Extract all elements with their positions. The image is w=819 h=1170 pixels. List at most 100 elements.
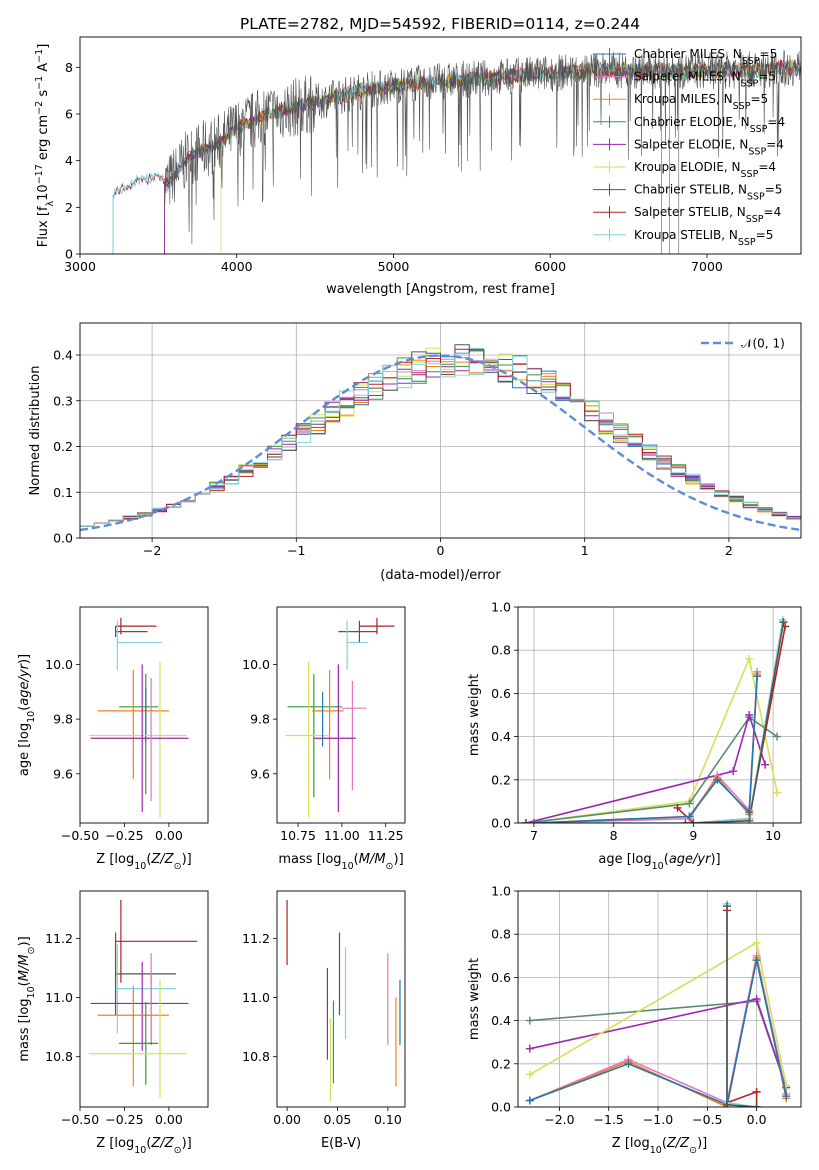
plot-area <box>112 50 801 254</box>
y-axis-label: age [log10(age/yr)] <box>17 654 37 776</box>
series-line <box>525 656 778 823</box>
data-spectrum-line <box>164 50 801 245</box>
legend-label: Salpeter ELODIE, NSSP=4 <box>634 137 784 157</box>
series-marker <box>521 819 530 823</box>
error-point-salpeter_elodie <box>313 664 356 813</box>
x-tick-label: 3000 <box>64 259 96 274</box>
age-vs-mass-panel: 10.75 11.00 11.25 9.6 9.8 10.0 mass [log10(M/M… <box>242 606 406 872</box>
error-point-kroupa_stelib <box>116 944 176 1034</box>
series-marker <box>752 1087 761 1096</box>
x-tick-label: −1 <box>287 543 305 558</box>
y-tick-label: 11.2 <box>45 931 73 946</box>
series-ch_elodie_line <box>521 713 782 823</box>
x-tick-label: 0.00 <box>155 828 183 843</box>
x-tick-label: 10 <box>765 828 781 843</box>
normal-legend-label: 𝒩(0, 1) <box>741 337 785 351</box>
series-marker <box>729 767 738 776</box>
x-tick-label: 7000 <box>691 259 723 274</box>
series-marker <box>713 775 722 784</box>
y-tick-label: 0.2 <box>491 1056 511 1071</box>
plot-area <box>88 617 189 818</box>
x-tick-label: 10.75 <box>280 828 316 843</box>
series-marker <box>723 902 732 911</box>
series-chabrier_miles <box>529 672 762 823</box>
plot-area <box>285 617 395 818</box>
error-point-chabrier_elodie <box>119 673 159 795</box>
x-tick-label: −0.25 <box>105 1112 143 1127</box>
series-marker <box>752 938 761 947</box>
x-tick-label: 0.05 <box>324 1112 352 1127</box>
series-marker <box>525 1016 534 1025</box>
plot-area <box>88 899 198 1099</box>
series-line <box>533 673 758 823</box>
y-tick-label: 1.0 <box>491 884 511 899</box>
legend-label: Kroupa STELIB, NSSP=5 <box>634 228 773 248</box>
y-axis-label: mass weight <box>467 958 482 1040</box>
y-tick-label: 10.8 <box>45 1049 73 1064</box>
y-axis-label: mass weight <box>467 674 482 756</box>
axes-frame <box>517 606 802 824</box>
axes-frame <box>276 606 406 824</box>
x-tick-label: 7 <box>530 828 538 843</box>
series-line <box>533 671 758 823</box>
error-point-chabrier_stelib <box>114 932 176 1016</box>
y-tick-label: 0.0 <box>491 1100 511 1115</box>
y-tick-label: 0.2 <box>491 772 511 787</box>
x-axis-label: (data-model)/error <box>380 568 501 583</box>
series-line <box>533 676 758 823</box>
x-tick-label: 0.0 <box>747 1112 767 1127</box>
x-tick-label: 8 <box>610 828 618 843</box>
y-tick-label: 0.2 <box>53 439 73 454</box>
x-tick-label: −2.0 <box>544 1112 574 1127</box>
x-axis-label: E(B-V) <box>321 1136 361 1151</box>
y-tick-label: 9.6 <box>250 766 270 781</box>
x-axis-label: age [log10(age/yr)] <box>598 852 720 872</box>
series-marker <box>745 711 754 719</box>
plot-area <box>286 899 401 1102</box>
x-tick-label: −0.50 <box>61 1112 99 1127</box>
legend-label: Salpeter MILES, NSSP=5 <box>634 70 776 90</box>
series-chabrier_stelib <box>723 902 761 1107</box>
error-point-kroupa_elodie <box>88 661 187 818</box>
error-point-kroupa_stelib <box>346 620 369 670</box>
legend-label: Salpeter STELIB, NSSP=4 <box>634 205 781 225</box>
y-tick-label: 0.8 <box>491 927 511 942</box>
x-axis-label: mass [log10(M/M⊙)] <box>278 852 403 872</box>
x-tick-label: 11.25 <box>368 828 404 843</box>
y-tick-label: 10.8 <box>242 1049 270 1064</box>
series-salpeter_stelib <box>723 906 761 1107</box>
x-tick-label: 6000 <box>534 259 566 274</box>
series-salpeter_elodie <box>521 711 770 823</box>
y-tick-label: 0.4 <box>53 348 73 363</box>
histogram-kroupa_stelib <box>80 353 801 527</box>
series-marker <box>525 1070 534 1079</box>
normal-curve-line <box>80 354 801 532</box>
error-point-kroupa_miles <box>97 985 169 1087</box>
y-tick-label: 4 <box>65 153 73 168</box>
series-marker <box>723 1100 732 1107</box>
y-tick-label: 1.0 <box>491 600 511 615</box>
series-marker <box>773 788 782 797</box>
series-marker <box>624 1059 633 1068</box>
y-tick-label: 9.6 <box>53 766 73 781</box>
y-tick-label: 11.2 <box>242 931 270 946</box>
series-marker <box>685 812 694 821</box>
spectrum-panel: 3000 4000 5000 6000 7000 0 2 4 6 8 Chabrier MILES,… <box>34 36 802 297</box>
series-marker <box>529 819 538 823</box>
y-tick-label: 2 <box>65 200 73 215</box>
x-tick-label: −1.5 <box>594 1112 624 1127</box>
axes-frame <box>79 36 802 255</box>
x-tick-label: 0.10 <box>374 1112 402 1127</box>
axes-frame <box>79 322 802 539</box>
y-tick-label: 9.8 <box>250 712 270 727</box>
x-tick-label: 2 <box>725 543 733 558</box>
plot-area <box>525 899 791 1107</box>
x-tick-label: −0.25 <box>105 828 143 843</box>
axes-frame <box>517 890 802 1108</box>
error-point-kroupa_miles <box>97 669 169 780</box>
x-tick-label: 0.00 <box>155 1112 183 1127</box>
y-tick-label: 0.8 <box>491 643 511 658</box>
legend-label: Kroupa MILES, NSSP=5 <box>634 92 768 112</box>
y-tick-label: 10.0 <box>242 657 270 672</box>
